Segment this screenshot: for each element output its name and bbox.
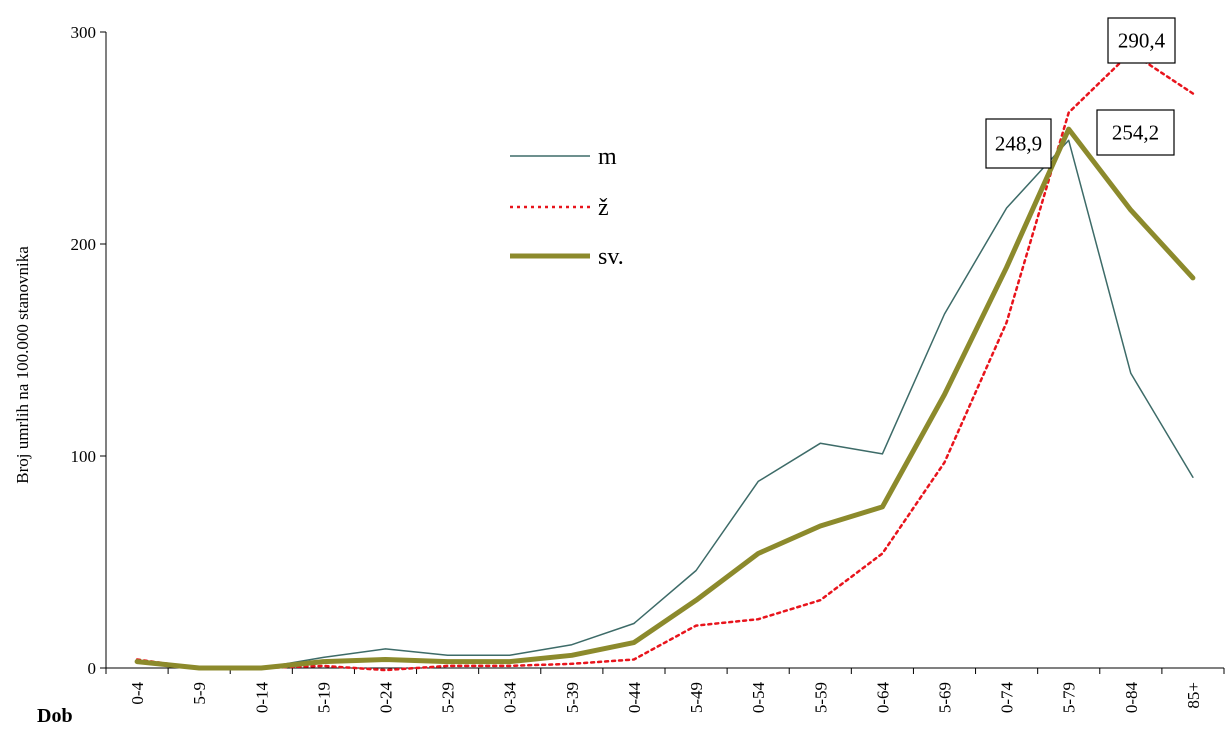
y-tick-label: 200 <box>71 235 97 254</box>
x-tick-label: 0-24 <box>377 682 396 714</box>
y-tick-label: 100 <box>71 447 97 466</box>
x-tick-label: 5-69 <box>936 682 955 713</box>
y-axis-label: Broj umrlih na 100.000 stanovnika <box>13 246 32 484</box>
x-tick-label: 0-4 <box>128 682 147 705</box>
x-tick-label: 85+ <box>1184 682 1203 709</box>
x-tick-label: 0-54 <box>749 682 768 714</box>
legend-label: sv. <box>598 244 624 270</box>
x-tick-label: 0-14 <box>252 682 271 714</box>
callout-label: 290,4 <box>1118 29 1166 53</box>
legend-label: ž <box>598 195 609 221</box>
axes: 0 100 200 300 0-4 5-9 0-14 5-19 0-24 5-29 0-34 5-39… <box>71 23 1225 713</box>
x-tick-label: 5-39 <box>563 682 582 713</box>
callout-box <box>1107 17 1176 64</box>
series-line-1 <box>136 139 1194 669</box>
x-tick-label: 0-64 <box>873 682 892 714</box>
series-lines <box>134 51 1196 672</box>
x-tick-label: 5-29 <box>439 682 458 713</box>
series-line-3 <box>134 126 1196 671</box>
callout-box <box>1096 109 1175 156</box>
x-tick-label: 5-59 <box>811 682 830 713</box>
series-line-2 <box>135 51 1195 672</box>
x-tick-label: 5-79 <box>1060 682 1079 713</box>
y-tick-label: 0 <box>88 659 97 678</box>
x-tick-label: 5-9 <box>190 682 209 705</box>
x-tick-label: 0-44 <box>625 682 644 714</box>
legend: mž sv. <box>510 144 624 270</box>
x-axis-label: Dob <box>37 705 73 727</box>
legend-label: m <box>598 144 617 170</box>
callout-label: 248,9 <box>995 132 1042 156</box>
x-tick-label: 0-84 <box>1122 682 1141 714</box>
x-tick-label: 0-34 <box>501 682 520 714</box>
y-tick-label: 300 <box>71 23 97 42</box>
x-tick-label: 0-74 <box>998 682 1017 714</box>
callouts: 248,9 254,2 290,4 <box>985 17 1176 169</box>
callout-box <box>985 118 1052 169</box>
x-tick-label: 5-49 <box>687 682 706 713</box>
x-tick-label: 5-19 <box>314 682 333 713</box>
callout-label: 254,2 <box>1112 121 1159 145</box>
